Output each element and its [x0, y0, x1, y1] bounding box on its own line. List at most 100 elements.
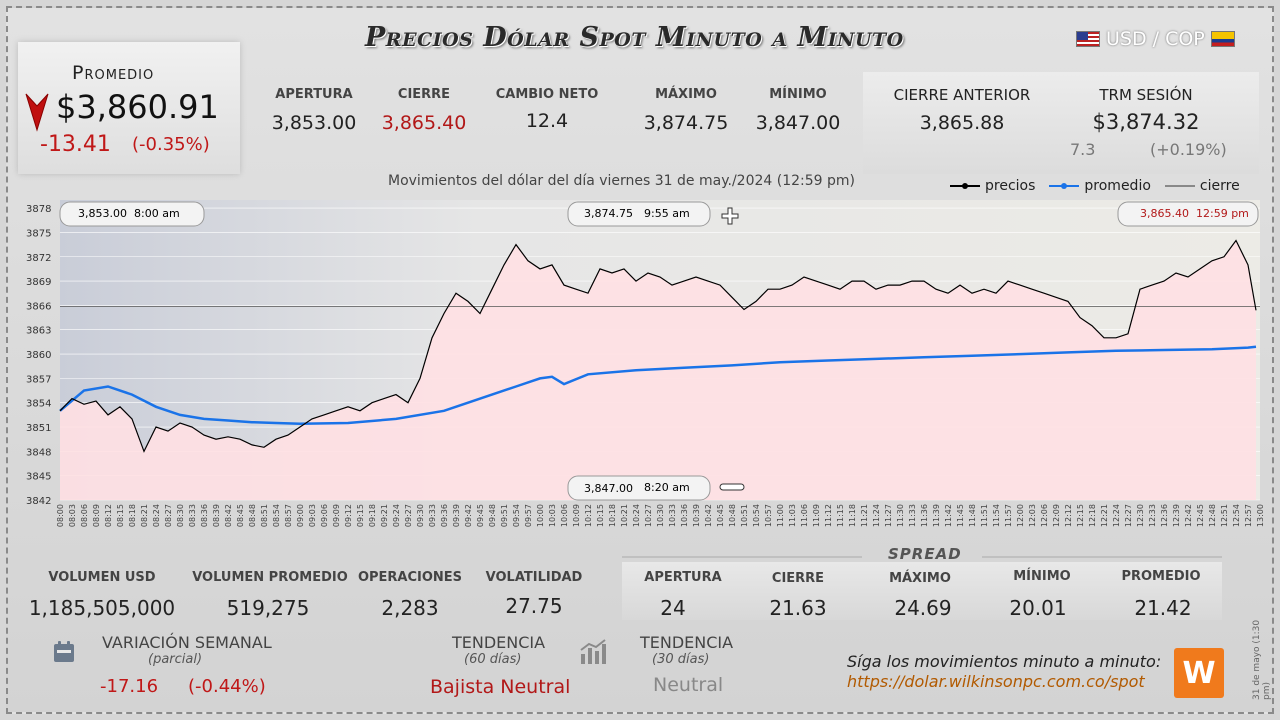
x-tick-label: 12:03 [1028, 504, 1037, 527]
x-tick-label: 08:15 [116, 504, 125, 527]
legend-swatch-average [1049, 183, 1080, 189]
callout-close: 3,865.40 12:59 pm [1117, 201, 1259, 227]
x-tick-label: 09:42 [464, 504, 473, 527]
trm-change-pct: (+0.19%) [1150, 140, 1227, 159]
x-tick-label: 11:36 [920, 504, 929, 527]
wilkinson-logo[interactable]: W [1174, 648, 1224, 698]
x-tick-label: 10:45 [716, 504, 725, 527]
average-label: Promedio [72, 62, 155, 84]
currency-pair-label: USD / COP [1106, 28, 1205, 50]
series-line-promedio [59, 345, 1257, 426]
y-tick-label: 3878 [26, 204, 51, 215]
x-tick-label: 12:18 [1088, 504, 1097, 527]
previous-close-label: CIERRE ANTERIOR [893, 86, 1031, 104]
average-change: -13.41 [40, 132, 111, 157]
x-tick-label: 10:30 [656, 504, 665, 527]
legend-label-average: promedio [1084, 178, 1151, 194]
x-tick-label: 08:36 [200, 504, 209, 527]
stat-value-max: 3,874.75 [643, 112, 729, 134]
x-tick-label: 12:33 [1148, 504, 1157, 527]
x-tick-label: 09:57 [524, 504, 533, 527]
trend30-sub: (30 días) [652, 652, 710, 667]
y-tick-label: 3863 [26, 326, 51, 337]
y-tick-label: 3872 [26, 253, 51, 264]
x-tick-label: 12:39 [1172, 504, 1181, 527]
trend60-value: Bajista Neutral [430, 676, 571, 698]
x-tick-label: 12:21 [1100, 504, 1109, 527]
x-tick-label: 09:12 [344, 504, 353, 527]
x-tick-label: 11:45 [956, 504, 965, 527]
callout-open-price: 3,853.00 [78, 207, 127, 220]
y-tick-label: 3869 [26, 277, 51, 288]
x-tick-label: 08:51 [260, 504, 269, 527]
x-tick-label: 11:06 [800, 504, 809, 527]
spread-value-max: 24.69 [894, 596, 952, 620]
scroll-handle[interactable] [719, 483, 745, 491]
x-tick-label: 09:09 [332, 504, 341, 527]
previous-close-value: 3,865.88 [919, 112, 1005, 134]
x-tick-label: 10:39 [692, 504, 701, 527]
footer-text: Síga los movimientos minuto a minuto: [847, 652, 1162, 671]
x-tick-label: 12:45 [1196, 504, 1205, 527]
x-tick-label: 10:18 [608, 504, 617, 527]
x-tick-label: 09:33 [428, 504, 437, 527]
x-tick-label: 10:12 [584, 504, 593, 527]
spread-value-min: 20.01 [1009, 596, 1067, 620]
x-tick-label: 10:21 [620, 504, 629, 527]
spread-label-average: PROMEDIO [1121, 569, 1201, 584]
stat-value-net-change: 12.4 [525, 110, 569, 132]
price-chart: 3842 3845 3848 3851 3854 3857 3860 3863 3866 3869… [26, 200, 1265, 527]
callout-close-price: 3,865.40 [1140, 207, 1189, 220]
series-line-precios [59, 239, 1257, 453]
x-tick-label: 09:15 [356, 504, 365, 527]
stat-value-close: 3,865.40 [381, 112, 467, 134]
trm-label: TRM SESIÓN [1099, 86, 1193, 104]
weekly-variation-label: VARIACIÓN SEMANAL [102, 633, 272, 652]
x-tick-label: 10:27 [644, 504, 653, 527]
x-tick-label: 10:06 [560, 504, 569, 527]
legend-item-average: promedio [1049, 178, 1151, 194]
session-panel [863, 72, 1259, 174]
average-value: $3,860.91 [56, 88, 219, 126]
x-tick-label: 10:57 [764, 504, 773, 527]
x-tick-label: 10:03 [548, 504, 557, 527]
x-tick-label: 11:27 [884, 504, 893, 527]
x-tick-label: 11:09 [812, 504, 821, 527]
x-tick-label: 09:30 [416, 504, 425, 527]
currency-pair: USD / COP [1076, 28, 1235, 50]
x-tick-label: 11:03 [788, 504, 797, 527]
crosshair-icon[interactable] [721, 207, 739, 225]
legend-label-prices: precios [985, 178, 1036, 194]
spread-label-open: APERTURA [644, 570, 722, 585]
x-tick-label: 09:03 [308, 504, 317, 527]
x-tick-label: 08:18 [128, 504, 137, 527]
bottom-value-avg-volume: 519,275 [226, 596, 310, 620]
stat-value-open: 3,853.00 [271, 112, 357, 134]
legend-item-prices: precios [950, 178, 1035, 194]
x-tick-label: 13:00 [1256, 504, 1265, 527]
spread-title: SPREAD [888, 545, 962, 563]
spread-label-max: MÁXIMO [889, 571, 951, 586]
x-tick-label: 09:54 [512, 504, 521, 527]
down-arrow-icon [25, 93, 49, 132]
x-tick-label: 11:33 [908, 504, 917, 527]
legend-label-close: cierre [1199, 178, 1240, 194]
x-tick-label: 12:15 [1076, 504, 1085, 527]
x-tick-label: 09:48 [488, 504, 497, 527]
x-tick-label: 12:48 [1208, 504, 1217, 527]
spread-divider [622, 556, 1222, 558]
x-tick-label: 09:24 [392, 504, 401, 527]
x-tick-label: 11:51 [980, 504, 989, 527]
callout-min: 3,847.00 8:20 am [567, 475, 711, 501]
bottom-label-volume: VOLUMEN USD [48, 570, 156, 585]
x-tick-label: 12:12 [1064, 504, 1073, 527]
x-tick-label: 12:36 [1160, 504, 1169, 527]
x-tick-label: 09:06 [320, 504, 329, 527]
x-tick-label: 11:24 [872, 504, 881, 527]
bar-chart-icon [580, 639, 606, 664]
x-tick-label: 11:54 [992, 504, 1001, 527]
spread-value-average: 21.42 [1134, 596, 1192, 620]
footer-link[interactable]: https://dolar.wilkinsonpc.com.co/spot [847, 672, 1145, 691]
x-tick-label: 08:03 [68, 504, 77, 527]
y-tick-label: 3875 [26, 228, 51, 239]
